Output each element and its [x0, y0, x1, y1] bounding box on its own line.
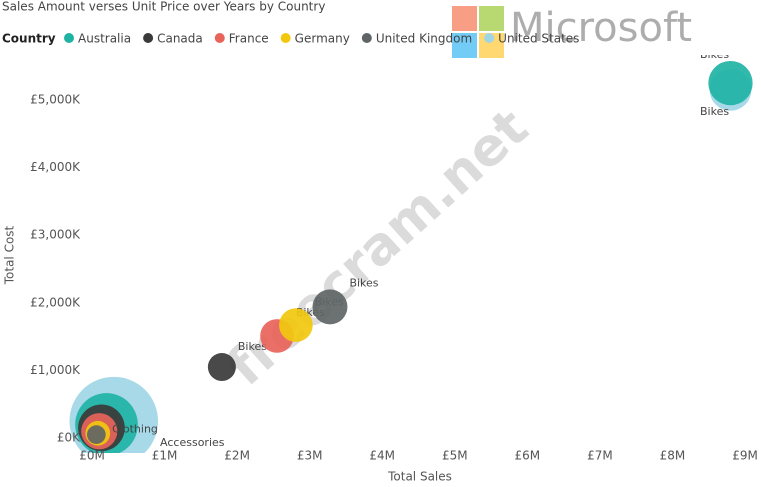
x-tick-label: £0M [79, 449, 105, 463]
legend-marker [280, 33, 291, 43]
watermark: Microsoft [510, 5, 692, 51]
point-label: Bikes [700, 48, 729, 61]
y-tick-label: £4,000K [30, 160, 81, 174]
y-tick-label: £1,000K [30, 363, 81, 377]
legend-marker [143, 33, 154, 43]
point-label: Bikes [700, 105, 729, 118]
x-tick-label: £3M [297, 449, 323, 463]
legend-label: United States [498, 32, 579, 46]
plot-area: AccessoriesBikesBikesBikesBikesClothingB… [69, 48, 753, 453]
point-label: Bikes [238, 340, 267, 353]
bubble [207, 353, 236, 382]
x-tick-label: £6M [515, 449, 541, 463]
legend-label: Australia [78, 32, 131, 46]
bubble [279, 308, 313, 342]
x-tick-label: £9M [732, 449, 758, 463]
legend-marker [484, 33, 495, 43]
legend-label: United Kingdom [376, 32, 472, 46]
y-tick-label: £0K [57, 431, 81, 445]
bubble [87, 425, 106, 444]
legend-marker [214, 33, 225, 43]
x-tick-label: £5M [442, 449, 468, 463]
legend-label: France [229, 32, 269, 46]
legend-marker [64, 33, 74, 43]
y-tick-label: £5,000K [30, 93, 81, 107]
x-tick-label: £4M [369, 449, 395, 463]
bubble [708, 60, 753, 106]
x-tick-label: £8M [660, 449, 686, 463]
bubble [312, 289, 348, 325]
x-axis-title: Total Sales [387, 470, 452, 484]
legend-label: Canada [157, 32, 203, 46]
y-axis-title: Total Cost [3, 225, 17, 285]
x-tick-label: £7M [587, 449, 613, 463]
x-tick-label: £2M [224, 449, 250, 463]
point-label: Bikes [349, 276, 378, 289]
legend-marker [361, 33, 372, 43]
y-tick-label: £2,000K [30, 295, 81, 309]
legend-title: Country [2, 32, 56, 46]
y-tick-label: £3,000K [30, 228, 81, 242]
point-label: Accessories [160, 436, 225, 449]
point-label: Clothing [112, 422, 158, 435]
x-tick-label: £1M [152, 449, 178, 463]
chart-title: Sales Amount verses Unit Price over Year… [2, 0, 325, 14]
legend-label: Germany [295, 32, 350, 46]
